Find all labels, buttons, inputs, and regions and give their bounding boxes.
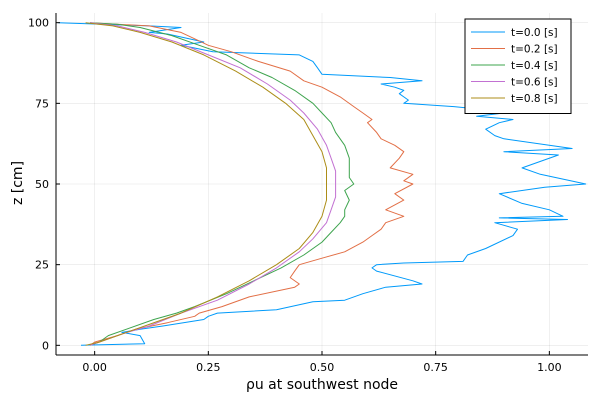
series-line-2 bbox=[89, 22, 414, 346]
x-tick-label: 0.25 bbox=[196, 361, 221, 374]
x-tick-label: 0.75 bbox=[423, 361, 448, 374]
x-tick-label: 1.00 bbox=[537, 361, 562, 374]
series-line-5 bbox=[85, 22, 327, 346]
tick-labels: 0.00 0.25 0.50 0.75 1.00 0 25 50 75 100 bbox=[28, 17, 562, 374]
series-line-1 bbox=[58, 22, 587, 346]
x-tick-label: 0.50 bbox=[310, 361, 335, 374]
legend-entry-label: t=0.6 [s] bbox=[511, 77, 558, 89]
series-line-3 bbox=[89, 22, 355, 346]
legend-entry-label: t=0.0 [s] bbox=[511, 27, 558, 39]
legend-entry-label: t=0.8 [s] bbox=[511, 93, 558, 105]
legend: t=0.0 [s] t=0.2 [s] t=0.4 [s] t=0.6 [s] t=0.… bbox=[464, 18, 572, 114]
axes bbox=[55, 13, 588, 356]
x-tick-label: 0.00 bbox=[82, 361, 107, 374]
y-tick-label: 100 bbox=[28, 17, 49, 30]
y-tick-label: 25 bbox=[35, 259, 49, 272]
series-lines bbox=[58, 22, 587, 346]
x-axis-label: ρu at southwest node bbox=[246, 377, 398, 393]
y-axis-label: z [cm] bbox=[10, 161, 26, 205]
y-tick-label: 50 bbox=[35, 178, 49, 191]
series-line-4 bbox=[89, 22, 337, 346]
legend-entry-label: t=0.2 [s] bbox=[511, 44, 558, 56]
y-tick-label: 0 bbox=[42, 339, 49, 352]
y-tick-label: 75 bbox=[35, 97, 49, 110]
legend-entry-label: t=0.4 [s] bbox=[511, 60, 558, 72]
